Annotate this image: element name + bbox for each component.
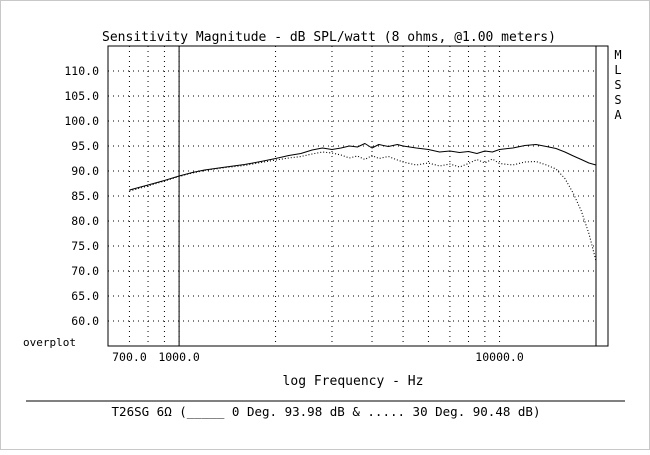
y-tick-label: 75.0	[71, 239, 99, 253]
x-tick-label: 700.0	[112, 350, 147, 364]
chart-title: Sensitivity Magnitude - dB SPL/watt (8 o…	[102, 30, 556, 45]
y-tick-label: 70.0	[71, 264, 99, 278]
x-tick-label: 10000.0	[475, 350, 524, 364]
y-tick-label: 110.0	[64, 64, 99, 78]
side-label-letter: S	[614, 78, 621, 92]
y-tick-label: 85.0	[71, 189, 99, 203]
side-label-letter: S	[614, 93, 621, 107]
grid-layer	[108, 46, 597, 346]
x-axis-ticks: 700.0 1000.0 10000.0	[112, 350, 524, 364]
legend-label: T26SG 6Ω (_____ 0 Deg. 93.98 dB & ..... …	[112, 404, 541, 419]
side-label-letter: M	[614, 48, 621, 62]
y-tick-label: 100.0	[64, 114, 99, 128]
corner-label: overplot	[23, 336, 76, 349]
y-tick-label: 105.0	[64, 89, 99, 103]
plot-area	[107, 45, 609, 347]
y-axis-ticks: 60.0 65.0 70.0 75.0 80.0 85.0 90.0 95.0 100.0 105…	[64, 64, 99, 328]
side-label-letter: L	[614, 63, 621, 77]
y-tick-label: 95.0	[71, 139, 99, 153]
y-tick-label: 80.0	[71, 214, 99, 228]
y-tick-label: 65.0	[71, 289, 99, 303]
series-0-deg-line	[129, 143, 597, 191]
y-tick-label: 90.0	[71, 164, 99, 178]
x-axis-title: log Frequency - Hz	[283, 374, 424, 389]
series-layer	[129, 143, 597, 262]
y-tick-label: 60.0	[71, 314, 99, 328]
series-30-deg-line	[129, 151, 597, 262]
side-label-letter: A	[614, 108, 622, 122]
x-tick-label: 1000.0	[158, 350, 200, 364]
